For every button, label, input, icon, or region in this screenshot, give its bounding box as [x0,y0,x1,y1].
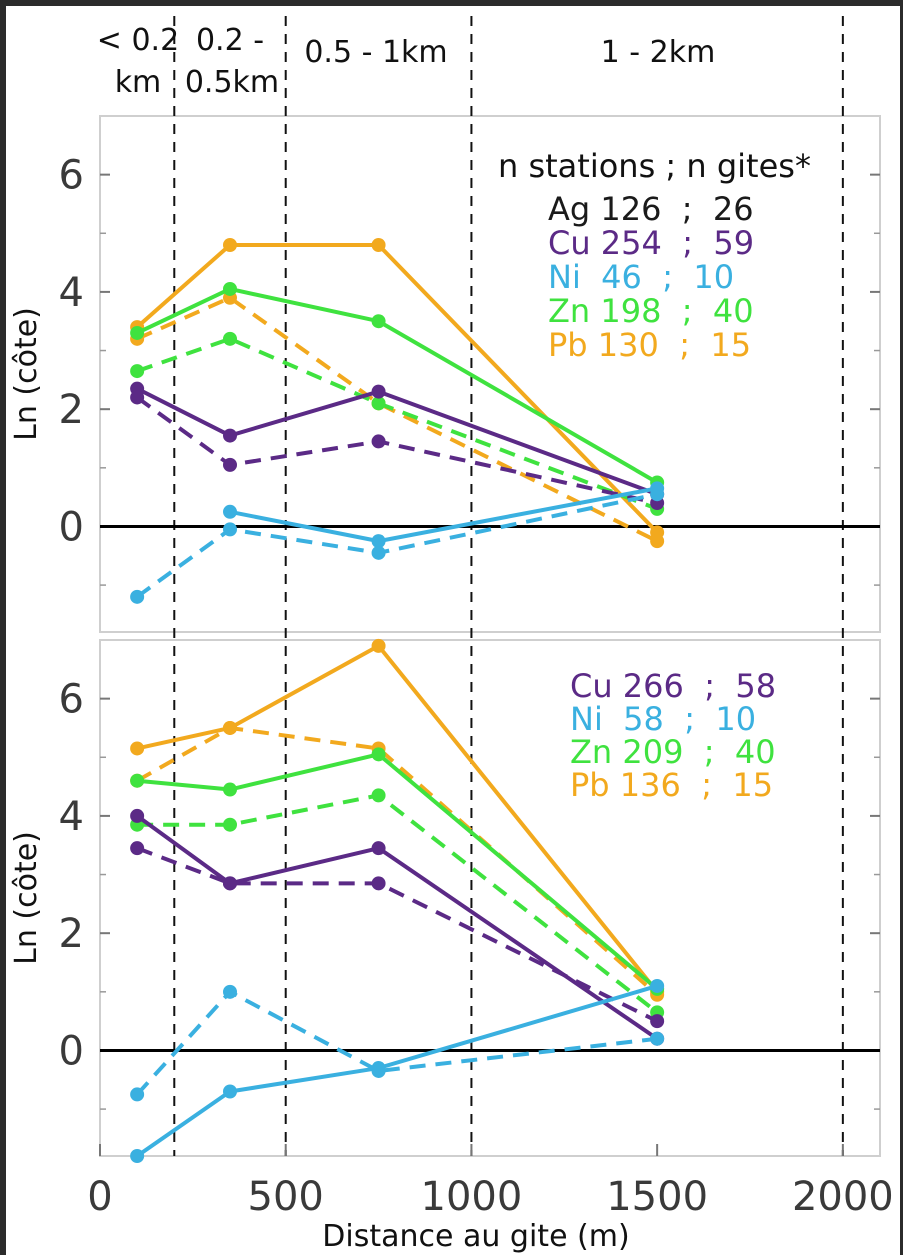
bottom-point-zn-solid [130,773,145,788]
x-tick-label: 1500 [606,1174,708,1220]
bottom-y-tick-label: 4 [59,794,84,840]
top-point-pb-dashed [650,534,665,549]
top-point-cu-dashed [130,390,145,405]
top-point-ni-dashed [650,487,665,502]
top-series-cu-solid [136,386,658,497]
bottom-y-tick-label: 2 [59,911,84,957]
bottom-point-ni-solid [650,978,665,993]
top-point-cu-dashed [223,457,237,472]
top-point-cu-solid [371,384,386,399]
band-boundary-lines [173,16,844,1156]
bottom-legend: Cu 266 ; 58 Ni 58 ; 10 Zn 209 ; 40 Pb 13… [570,667,776,804]
top-point-ni-dashed [223,522,237,537]
x-axis-title: Distance au gite (m) [322,1219,629,1254]
band-label-lt-0-2-line1: < 0.2 [97,23,179,58]
bottom-series-ni-dashed [135,989,658,1096]
bottom-panel: 0 2 4 6 [59,638,880,1163]
top-point-pb-solid [223,238,237,252]
bottom-legend-zn: Zn 209 ; 40 [570,733,776,771]
top-y-tick-label: 0 [59,504,84,550]
bottom-panel-frame [99,639,881,1157]
band-label-0-2-0-5-line2: 0.5km [185,65,279,100]
bottom-point-cu-dashed [130,841,145,856]
bottom-point-cu-solid [130,808,145,823]
top-legend: n stations ; n gites* Ag 126 ; 26 Cu 254… [498,147,811,364]
x-tick-label: 2000 [792,1174,894,1220]
bottom-point-pb-solid [371,638,386,653]
band-label-1-2: 1 - 2km [601,35,716,70]
top-point-ni-dashed [130,589,145,604]
bottom-series-ni-solid [136,984,658,1156]
top-legend-header: n stations ; n gites* [498,147,811,185]
x-tick-label: 500 [248,1174,324,1220]
bottom-series-cu-dashed [136,846,659,1023]
top-legend-cu: Cu 254 ; 59 [548,224,754,262]
bottom-point-pb-dashed [223,720,237,735]
bottom-series-zn-solid [136,752,659,991]
top-panel-frame [99,115,881,633]
top-point-cu-dashed [371,434,386,449]
band-label-lt-0-2-line2: km [115,65,162,100]
top-series-pb-dashed [136,295,659,543]
top-panel: 0 2 4 6 [59,153,880,604]
top-legend-zn: Zn 198 ; 40 [548,292,754,330]
top-point-cu-solid [223,428,237,443]
x-tick-label: 1000 [421,1174,523,1220]
bottom-point-cu-dashed [650,1014,665,1029]
top-point-zn-solid [371,314,386,329]
bottom-point-zn-solid [371,747,386,762]
bottom-point-cu-dashed [371,876,386,891]
top-point-zn-dashed [223,331,237,346]
top-legend-ag: Ag 126 ; 26 [548,190,754,228]
bottom-point-zn-dashed [223,817,237,832]
bottom-y-tick-label: 0 [59,1028,84,1074]
bottom-point-ni-dashed [130,1087,145,1102]
bottom-legend-pb: Pb 136 ; 15 [570,766,773,804]
top-legend-ni: Ni 46 ; 10 [548,258,734,296]
distance-band-labels: < 0.2 km 0.2 - 0.5km 0.5 - 1km 1 - 2km [97,23,716,100]
bottom-point-ni-solid [223,1084,237,1099]
bottom-legend-cu: Cu 266 ; 58 [570,667,776,705]
bottom-series-zn-dashed [137,793,659,1014]
top-series-pb-solid [135,243,659,534]
bottom-point-ni-dashed [223,984,237,999]
bottom-point-cu-solid [371,841,386,856]
bottom-point-ni-solid [130,1149,145,1163]
x-tick-labels: 0 500 1000 1500 2000 [87,1144,894,1220]
bottom-series-pb-solid [136,643,659,994]
top-y-tick-label: 4 [59,270,84,316]
bottom-point-ni-dashed [371,1063,386,1078]
bottom-point-zn-solid [223,782,237,797]
top-series-cu-dashed [135,395,658,505]
bottom-point-zn-dashed [371,788,386,803]
top-series-zn-solid [136,286,659,485]
top-y-axis-title: Ln (côte) [9,307,44,441]
band-label-0-2-0-5-line1: 0.2 - [196,23,264,58]
bottom-y-axis-title: Ln (côte) [9,831,44,965]
top-point-ni-dashed [371,545,386,560]
band-label-0-5-1: 0.5 - 1km [304,35,447,70]
figure-canvas [6,6,900,1255]
top-point-zn-solid [130,325,145,340]
top-point-zn-dashed [371,396,386,411]
top-point-zn-solid [223,281,237,296]
top-y-tick-label: 2 [59,387,84,433]
bottom-point-pb-solid [130,741,145,756]
bottom-legend-ni: Ni 58 ; 10 [570,700,756,738]
bottom-y-tick-label: 6 [59,677,84,723]
top-y-tick-label: 6 [59,153,84,199]
top-point-ni-solid [371,534,386,549]
top-legend-pb: Pb 130 ; 15 [548,326,751,364]
top-point-ni-solid [223,504,237,519]
bottom-series-cu-solid [135,814,659,1041]
bottom-point-ni-dashed [650,1031,665,1046]
bottom-point-cu-dashed [223,876,237,891]
x-tick-label: 0 [87,1174,112,1220]
top-series-ni-dashed [135,492,658,599]
top-point-pb-solid [371,238,386,252]
top-point-zn-dashed [130,364,145,379]
